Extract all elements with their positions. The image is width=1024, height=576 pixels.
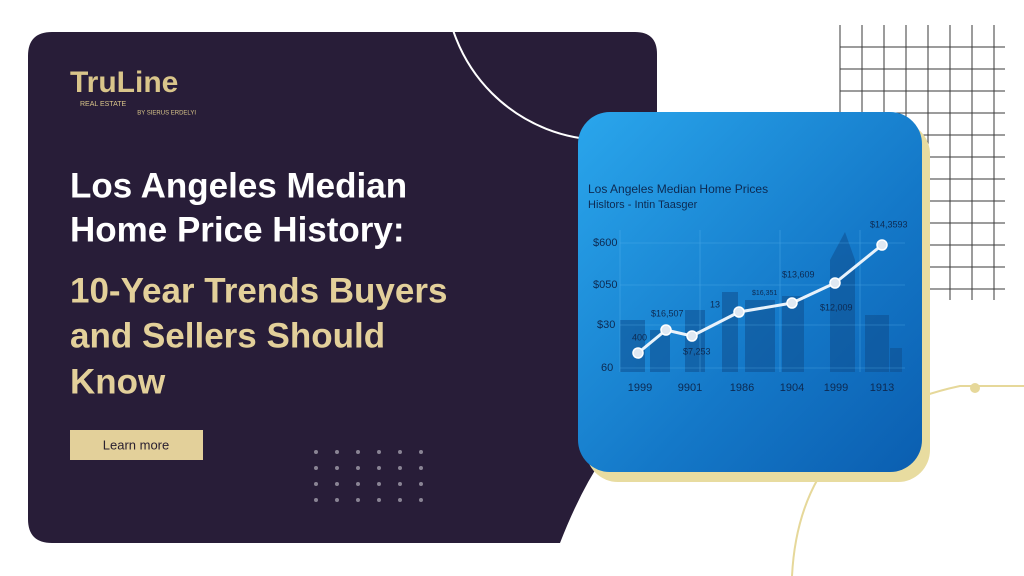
point-label: 13: [710, 299, 720, 309]
headline-highlight: 10-Year Trends Buyers: [70, 271, 447, 310]
x-label: 1913: [870, 382, 894, 394]
headline: Los Angeles Median Home Price History: 1…: [70, 166, 447, 401]
decor-dots: [314, 450, 423, 502]
point-label: $12,009: [820, 302, 853, 312]
point-label: $16,507: [651, 308, 684, 318]
x-label: 1904: [780, 382, 804, 394]
x-label: 1999: [824, 382, 848, 394]
trend-points: [632, 239, 888, 359]
point-labels: 400 $16,507 13 $16,351 $13,609 $14,3593 …: [632, 219, 908, 356]
button-bg[interactable]: [70, 430, 203, 460]
point-label: $14,3593: [870, 219, 908, 229]
skyline: [620, 232, 902, 372]
y-label: $600: [593, 237, 617, 249]
button-label[interactable]: Learn more: [103, 437, 169, 452]
point-label: $7,253: [683, 346, 711, 356]
chart-card: [578, 112, 922, 472]
x-label: 1999: [628, 382, 652, 394]
dark-panel: [28, 32, 657, 543]
brand-byline: BY SIERUS ERDELYI: [137, 111, 196, 117]
y-label: 60: [601, 362, 613, 374]
point-label: $16,351: [752, 290, 777, 297]
y-label: $050: [593, 279, 617, 291]
learn-more-button[interactable]: Learn more: [70, 430, 203, 460]
decor-gold-dot: [970, 383, 980, 393]
x-label: 1986: [730, 382, 754, 394]
headline-line: Home Price History:: [70, 210, 405, 249]
y-label: $30: [597, 319, 615, 331]
chart-grid: [619, 230, 905, 372]
card-title: Los Angeles Median Home Prices: [588, 182, 768, 196]
headline-highlight: Know: [70, 362, 166, 401]
point-label: 400: [632, 332, 647, 342]
y-labels: $600 $050 $30 60: [593, 237, 617, 374]
x-label: 9901: [678, 382, 702, 394]
x-labels: 1999 9901 1986 1904 1999 1913: [628, 382, 894, 394]
card-subtitle: Hisltors - Intin Taasger: [588, 199, 698, 211]
brand-name: TruLine: [70, 66, 178, 99]
headline-line: Los Angeles Median: [70, 166, 407, 205]
headline-highlight: and Sellers Should: [70, 316, 385, 355]
brand-tagline: REAL ESTATE: [80, 101, 126, 108]
point-label: $13,609: [782, 269, 815, 279]
